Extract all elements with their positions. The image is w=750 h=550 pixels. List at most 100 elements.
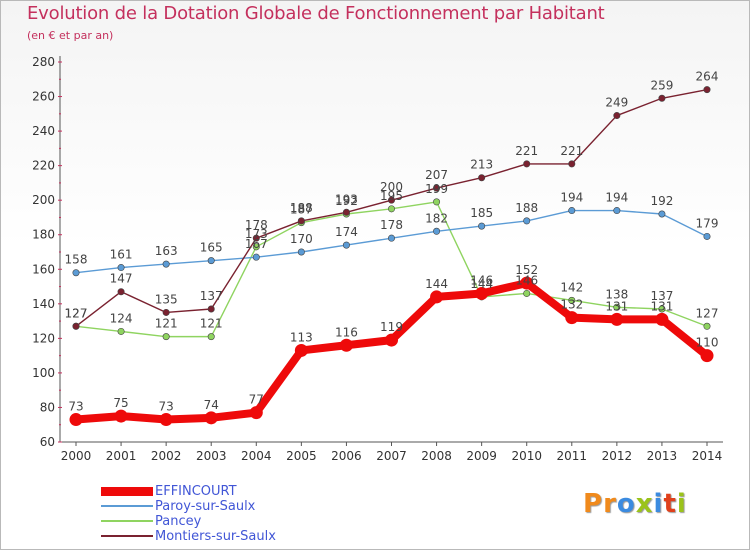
data-label: 167 — [245, 237, 268, 251]
x-tick-label: 2003 — [196, 449, 227, 463]
data-label: 116 — [335, 325, 358, 339]
legend-swatch — [101, 520, 153, 522]
data-point — [475, 286, 489, 300]
data-point — [207, 305, 215, 313]
data-point — [342, 208, 350, 216]
data-label: 121 — [155, 317, 178, 331]
y-tick-label: 60 — [40, 435, 55, 449]
data-label: 152 — [515, 263, 538, 277]
data-label: 127 — [696, 306, 719, 320]
data-point — [700, 349, 714, 363]
data-label: 259 — [650, 78, 673, 92]
data-point — [610, 312, 624, 326]
data-point — [565, 311, 579, 325]
data-point — [387, 196, 395, 204]
data-point — [613, 207, 621, 215]
data-label: 185 — [470, 206, 493, 220]
data-label: 77 — [249, 393, 264, 407]
data-label: 199 — [425, 182, 448, 196]
data-point — [568, 296, 576, 304]
data-label: 144 — [425, 277, 448, 291]
data-label: 200 — [380, 180, 403, 194]
data-label: 188 — [515, 201, 538, 215]
data-label: 158 — [65, 253, 88, 267]
data-label: 221 — [560, 144, 583, 158]
data-point — [252, 253, 260, 261]
data-point — [72, 322, 80, 330]
data-label: 174 — [335, 225, 358, 239]
data-label: 170 — [290, 232, 313, 246]
x-tick-label: 2013 — [647, 449, 678, 463]
legend-swatch — [101, 535, 153, 537]
data-label: 163 — [155, 244, 178, 258]
legend-label: Montiers-sur-Saulx — [155, 529, 276, 544]
data-point — [339, 338, 353, 352]
data-label: 127 — [65, 306, 88, 320]
data-label: 146 — [470, 273, 493, 287]
data-point — [385, 333, 398, 347]
data-label: 193 — [335, 192, 358, 206]
logo-letter: i — [653, 489, 664, 519]
data-point — [294, 343, 308, 357]
data-label: 161 — [110, 248, 133, 262]
data-label: 119 — [380, 320, 403, 334]
logo-letter: x — [635, 489, 654, 519]
data-label: 249 — [605, 96, 628, 110]
data-label: 264 — [696, 70, 719, 84]
data-label: 74 — [204, 398, 219, 412]
data-label: 124 — [110, 311, 133, 325]
chart-subtitle: (en € et par an) — [27, 29, 114, 42]
y-tick-label: 200 — [32, 193, 55, 207]
data-point — [568, 207, 576, 215]
data-point — [297, 217, 305, 225]
x-tick-label: 2014 — [692, 449, 723, 463]
data-label: 138 — [605, 287, 628, 301]
data-point — [613, 303, 621, 311]
data-label: 187 — [290, 203, 313, 217]
y-tick-label: 80 — [40, 400, 55, 414]
data-label: 127 — [65, 306, 88, 320]
x-tick-label: 2000 — [61, 449, 92, 463]
data-point — [117, 327, 125, 335]
data-point — [162, 260, 170, 268]
chart-title: Evolution de la Dotation Globale de Fonc… — [27, 3, 605, 24]
data-point — [430, 290, 444, 304]
data-label: 131 — [605, 299, 628, 313]
data-label: 131 — [650, 299, 673, 313]
data-point — [387, 205, 395, 213]
logo-letter: t — [663, 489, 677, 519]
data-point — [703, 86, 711, 94]
data-label: 75 — [113, 396, 128, 410]
data-point — [703, 232, 711, 240]
data-point — [433, 227, 441, 235]
logo-letter: i — [676, 489, 687, 519]
x-tick-label: 2012 — [602, 449, 633, 463]
data-label: 188 — [290, 201, 313, 215]
data-label: 221 — [515, 144, 538, 158]
data-label: 182 — [425, 211, 448, 225]
legend-item: Paroy-sur-Saulx — [101, 498, 361, 515]
data-label: 165 — [200, 241, 223, 255]
data-point — [433, 184, 441, 192]
data-point — [249, 406, 263, 420]
x-tick-label: 2001 — [106, 449, 137, 463]
y-tick-label: 180 — [32, 228, 55, 242]
legend-item: Pancey — [101, 513, 361, 530]
data-label: 113 — [290, 330, 313, 344]
data-point — [658, 210, 666, 218]
y-tick-label: 160 — [32, 262, 55, 276]
data-label: 135 — [155, 292, 178, 306]
data-label: 144 — [470, 277, 493, 291]
x-tick-label: 2009 — [466, 449, 497, 463]
data-point — [297, 248, 305, 256]
data-label: 110 — [696, 336, 719, 350]
x-tick-label: 2005 — [286, 449, 317, 463]
x-tick-label: 2007 — [376, 449, 407, 463]
legend-swatch — [101, 486, 153, 496]
y-tick-label: 120 — [32, 331, 55, 345]
x-tick-label: 2010 — [511, 449, 542, 463]
data-label: 142 — [560, 280, 583, 294]
y-tick-label: 220 — [32, 159, 55, 173]
data-label: 137 — [200, 289, 223, 303]
